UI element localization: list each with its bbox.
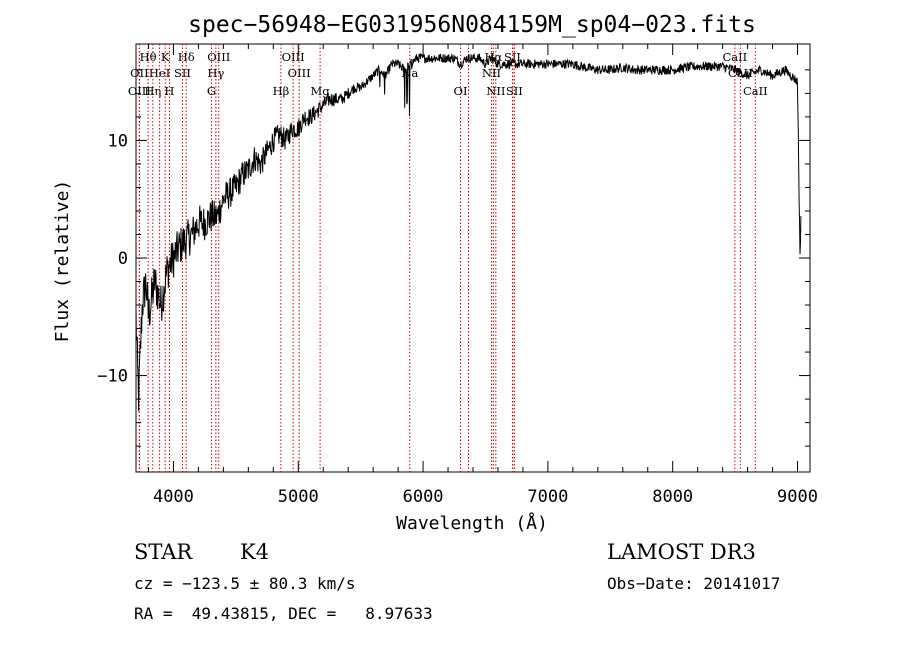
x-tick-label: 7000 [527,487,568,507]
spectral-line-label: G [207,84,216,98]
redshift-velocity: cz = −123.5 ± 80.3 km/s [134,574,356,593]
y-axis-label: Flux (relative) [52,180,73,343]
spectral-line-label: K [161,50,170,64]
spectral-line-label: Hδ [178,50,195,64]
spectral-line-label: CaII [722,50,747,64]
spectral-line-label: Hγ [207,66,224,80]
spectral-line-label: OI [454,84,468,98]
spectral-line-label: OIII [128,84,151,98]
survey-name: LAMOST DR3 [607,540,756,564]
x-tick-label: 5000 [278,487,319,507]
y-tick-label: 0 [118,249,128,269]
tick-group: 4000 5000 6000 7000 8000 9000 −10 0 10 [97,44,818,507]
spectral-line-label: OIII [282,50,305,64]
plot-frame [135,43,811,473]
chart-title: spec−56948−EG031956N084159M_sp04−023.fit… [188,12,756,38]
spectral-line-label: Hη [144,84,161,98]
spectral-line-label: NII [482,66,501,80]
spectral-line-label: H [164,84,174,98]
spectral-line-label: CaII [743,84,768,98]
x-tick-label: 4000 [153,487,194,507]
x-tick-label: 9000 [777,487,818,507]
x-tick-label: 8000 [652,487,693,507]
x-axis-label: Wavelength (Å) [396,512,548,534]
spectral-line-label: HeI [149,66,170,80]
spectral-line-label: Hβ [273,84,290,98]
object-class: STAR [134,540,193,564]
coordinates: RA = 49.43815, DEC = 8.97633 [134,604,433,623]
spectral-line-label: Mg [311,84,331,98]
observation-date: Obs−Date: 20141017 [607,574,781,593]
spectral-line-label: SII [174,66,191,80]
y-tick-label: 10 [108,131,128,151]
spectral-line-label: Hθ [140,50,157,64]
spectrum-line [135,52,802,412]
spectral-line-label: NII [486,84,505,98]
x-tick-label: 6000 [403,487,444,507]
object-subclass: K4 [240,540,270,564]
spectral-line-label: OIII [288,66,311,80]
y-tick-label: −10 [97,367,128,387]
spectral-line-label: OIII [207,50,230,64]
spectrum-series [135,52,802,412]
axes-group [135,43,811,473]
